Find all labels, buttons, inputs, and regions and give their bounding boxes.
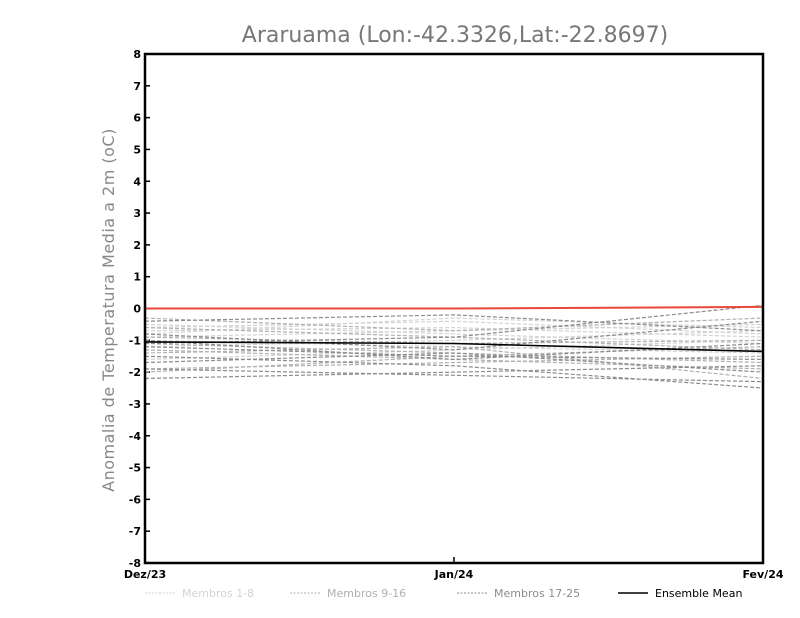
member-series-line [144, 330, 764, 348]
ensemble-mean-group [144, 341, 764, 353]
member-series-line [144, 365, 764, 380]
y-tick-label: 5 [133, 143, 141, 156]
y-tick-label: 3 [133, 207, 141, 220]
y-tick-label: -8 [129, 557, 141, 570]
y-tick-label: 0 [133, 303, 141, 316]
y-tick-label: 2 [133, 239, 141, 252]
y-tick-label: -5 [129, 462, 141, 475]
member-series-line [144, 320, 764, 351]
member-series-line [144, 317, 764, 332]
legend-label: Membros 9-16 [327, 587, 406, 600]
legend-label: Ensemble Mean [655, 587, 742, 600]
y-tick-label: -6 [129, 493, 142, 506]
legend: Membros 1-8 Membros 9-16 Membros 17-25 Ense… [145, 587, 742, 600]
x-tick-label: Jan/24 [434, 568, 474, 581]
x-tick-label: Dez/23 [124, 568, 166, 581]
member-series-line [144, 352, 764, 373]
y-tick-label: 8 [133, 48, 141, 61]
y-axis-label: Anomalia de Temperatura Media a 2m (oC) [99, 128, 118, 492]
legend-label: Membros 1-8 [182, 587, 254, 600]
x-tick-label: Fev/24 [742, 568, 783, 581]
y-tick-label: -2 [129, 366, 141, 379]
member-series-line [144, 346, 764, 380]
y-tick-label: -1 [129, 334, 141, 347]
y-tick-label: -7 [129, 525, 141, 538]
ensemble-mean-line [144, 341, 764, 353]
legend-label: Membros 17-25 [494, 587, 580, 600]
y-tick-label: 7 [133, 80, 141, 93]
member-series-line [144, 346, 764, 360]
x-axis-ticks: Dez/23 Jan/24 Fev/24 [124, 557, 784, 581]
member-series-line [144, 317, 764, 335]
y-tick-label: -3 [129, 398, 141, 411]
reference-line [145, 305, 764, 310]
member-series-line [144, 326, 764, 338]
y-tick-label: -4 [129, 430, 142, 443]
member-series-line [144, 323, 764, 345]
y-tick-label: 1 [133, 271, 141, 284]
member-series-line [144, 320, 764, 335]
plot-frame [143, 52, 765, 565]
series-group [144, 304, 764, 389]
y-tick-label: 4 [133, 175, 141, 188]
member-series-line [144, 368, 764, 383]
reference-line-group [145, 305, 764, 310]
member-series-line [144, 304, 764, 345]
member-series-line [144, 314, 764, 332]
chart-title: Araruama (Lon:-42.3326,Lat:-22.8697) [242, 23, 668, 48]
y-tick-label: 6 [133, 112, 141, 125]
member-series-line [144, 339, 764, 361]
